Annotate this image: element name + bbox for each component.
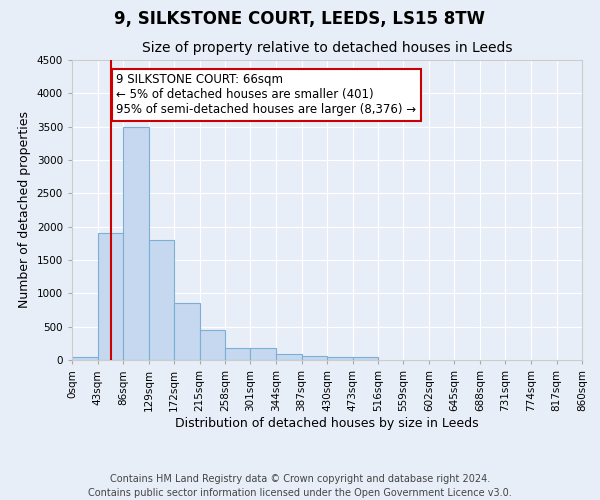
Text: Contains HM Land Registry data © Crown copyright and database right 2024.
Contai: Contains HM Land Registry data © Crown c…	[88, 474, 512, 498]
Bar	[251, 348, 276, 360]
Bar	[276, 354, 302, 360]
Bar	[97, 234, 123, 360]
Bar	[225, 348, 251, 360]
Bar	[149, 240, 174, 360]
Bar	[123, 126, 149, 360]
Bar	[199, 330, 225, 360]
X-axis label: Distribution of detached houses by size in Leeds: Distribution of detached houses by size …	[175, 416, 479, 430]
Bar	[72, 356, 97, 360]
Y-axis label: Number of detached properties: Number of detached properties	[18, 112, 31, 308]
Bar	[174, 304, 199, 360]
Title: Size of property relative to detached houses in Leeds: Size of property relative to detached ho…	[142, 40, 512, 54]
Bar	[327, 356, 353, 360]
Bar	[353, 356, 378, 360]
Text: 9, SILKSTONE COURT, LEEDS, LS15 8TW: 9, SILKSTONE COURT, LEEDS, LS15 8TW	[115, 10, 485, 28]
Bar	[302, 356, 327, 360]
Text: 9 SILKSTONE COURT: 66sqm
← 5% of detached houses are smaller (401)
95% of semi-d: 9 SILKSTONE COURT: 66sqm ← 5% of detache…	[116, 74, 416, 116]
